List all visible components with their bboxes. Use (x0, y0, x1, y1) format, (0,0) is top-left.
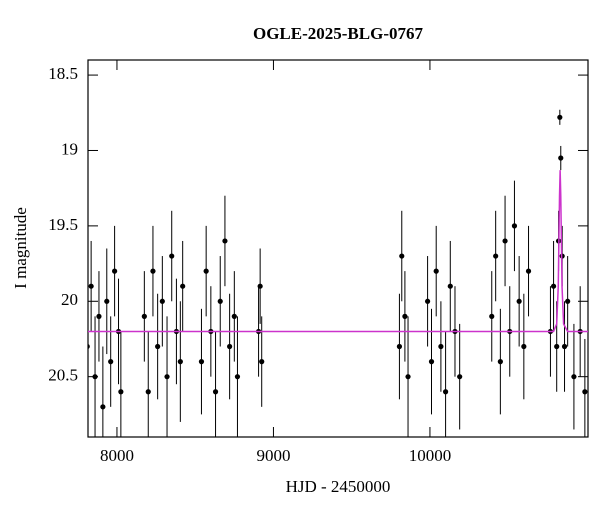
data-point (582, 389, 588, 395)
data-point (457, 374, 463, 380)
data-point (180, 283, 186, 289)
model-curve (88, 170, 588, 333)
data-point (497, 359, 503, 365)
data-point (217, 298, 223, 304)
data-point (424, 298, 431, 304)
data-point (227, 343, 233, 350)
data-point (502, 238, 508, 244)
data-point (159, 298, 165, 304)
chart-title: OGLE-2025-BLG-0767 (253, 24, 424, 43)
data-point (511, 223, 518, 229)
data-point (525, 268, 532, 274)
data-point (438, 343, 444, 350)
data-point (231, 313, 237, 319)
data-point (88, 283, 94, 289)
y-axis-label: I magnitude (11, 207, 30, 289)
data-point (198, 359, 205, 365)
data-point (222, 238, 228, 244)
data-point (561, 343, 568, 350)
data-point (177, 359, 183, 365)
data-point (108, 359, 114, 365)
data-point (550, 283, 557, 289)
data-point (442, 389, 449, 395)
data-point (428, 359, 435, 365)
data-point (169, 253, 175, 259)
data-point (433, 268, 439, 274)
data-point (493, 253, 499, 259)
data-point (557, 114, 563, 120)
data-point (396, 343, 403, 350)
data-point (516, 298, 522, 304)
y-tick-label: 18.5 (48, 64, 78, 83)
data-point (164, 374, 170, 380)
data-point (145, 389, 151, 395)
data-point (118, 389, 124, 395)
data-point (565, 298, 571, 304)
data-point (257, 283, 263, 289)
data-point (399, 253, 405, 259)
data-point (554, 343, 560, 350)
plot-frame (87, 59, 589, 438)
x-tick-label: 8000 (100, 446, 134, 465)
data-point (141, 313, 147, 319)
data-point (203, 268, 209, 274)
data-point (521, 343, 527, 350)
y-tick-label: 20 (61, 290, 78, 309)
y-tick-label: 19.5 (48, 215, 78, 234)
data-point (489, 313, 495, 319)
plot-area (88, 109, 588, 437)
data-point (234, 374, 241, 380)
data-point (155, 343, 161, 350)
data-point (402, 313, 408, 319)
data-point (447, 283, 453, 289)
data-point (88, 344, 90, 349)
data-point (100, 404, 106, 410)
data-point (212, 389, 219, 395)
data-point (104, 298, 110, 304)
data-point (558, 155, 564, 161)
x-tick-label: 9000 (256, 446, 290, 465)
y-tick-label: 20.5 (48, 366, 78, 385)
data-point (405, 374, 411, 380)
data-point (571, 374, 577, 380)
x-axis-label: HJD - 2450000 (286, 477, 391, 496)
data-point (150, 268, 156, 274)
y-tick-label: 19 (61, 139, 78, 158)
x-tick-label: 10000 (409, 446, 452, 465)
data-point (259, 359, 265, 365)
data-point (96, 313, 102, 319)
data-point (112, 268, 118, 274)
